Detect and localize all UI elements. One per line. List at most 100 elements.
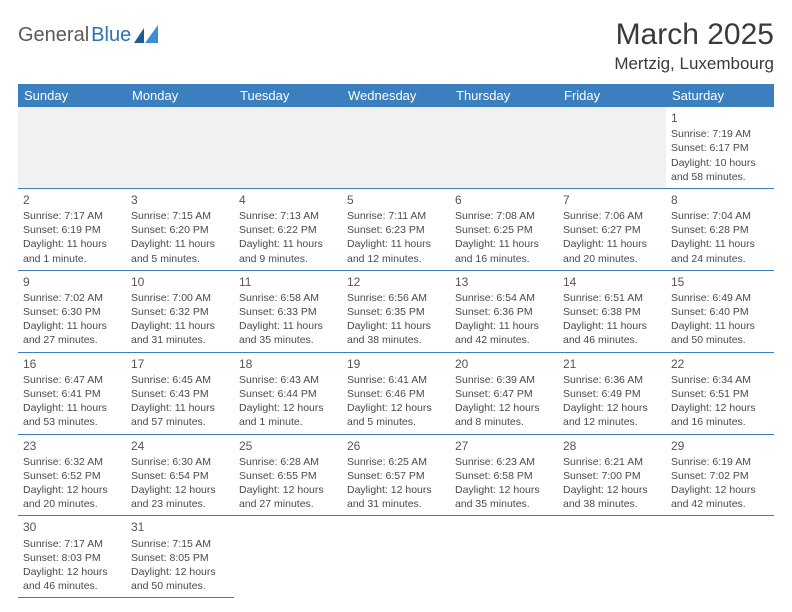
calendar-cell	[342, 516, 450, 598]
sunset-text: Sunset: 8:05 PM	[131, 551, 229, 565]
calendar-body: 1Sunrise: 7:19 AMSunset: 6:17 PM Daylight…	[18, 107, 774, 598]
day-number: 15	[671, 274, 769, 290]
sunrise-text: Sunrise: 6:51 AM	[563, 291, 661, 305]
day-header: Sunday	[18, 84, 126, 107]
calendar-row: 23Sunrise: 6:32 AMSunset: 6:52 PMDayligh…	[18, 434, 774, 516]
day-number: 19	[347, 356, 445, 372]
sunrise-text: Sunrise: 7:00 AM	[131, 291, 229, 305]
sunrise-text: Sunrise: 7:19 AM	[671, 127, 769, 141]
daylight-text: Daylight: 12 hours and 5 minutes.	[347, 401, 445, 429]
sunrise-text: Sunrise: 6:25 AM	[347, 455, 445, 469]
day-number: 7	[563, 192, 661, 208]
day-number: 2	[23, 192, 121, 208]
daylight-text: Daylight: 12 hours and 38 minutes.	[563, 483, 661, 511]
calendar-cell: 13Sunrise: 6:54 AMSunset: 6:36 PMDayligh…	[450, 270, 558, 352]
calendar-cell: 20Sunrise: 6:39 AMSunset: 6:47 PMDayligh…	[450, 352, 558, 434]
calendar-cell: 22Sunrise: 6:34 AMSunset: 6:51 PMDayligh…	[666, 352, 774, 434]
sunset-text: Sunset: 6:28 PM	[671, 223, 769, 237]
calendar-cell: 24Sunrise: 6:30 AMSunset: 6:54 PMDayligh…	[126, 434, 234, 516]
daylight-text: Daylight: 12 hours and 31 minutes.	[347, 483, 445, 511]
calendar-cell: 31Sunrise: 7:15 AMSunset: 8:05 PMDayligh…	[126, 516, 234, 598]
calendar-cell	[450, 516, 558, 598]
calendar-cell: 9Sunrise: 7:02 AMSunset: 6:30 PMDaylight…	[18, 270, 126, 352]
daylight-text: Daylight: 12 hours and 27 minutes.	[239, 483, 337, 511]
calendar-cell: 2Sunrise: 7:17 AMSunset: 6:19 PMDaylight…	[18, 188, 126, 270]
day-number: 29	[671, 438, 769, 454]
sunset-text: Sunset: 6:51 PM	[671, 387, 769, 401]
location-label: Mertzig, Luxembourg	[614, 54, 774, 74]
logo-flag-icon	[134, 25, 160, 43]
calendar-cell: 3Sunrise: 7:15 AMSunset: 6:20 PMDaylight…	[126, 188, 234, 270]
sunrise-text: Sunrise: 6:39 AM	[455, 373, 553, 387]
daylight-text: Daylight: 12 hours and 1 minute.	[239, 401, 337, 429]
calendar-cell	[126, 107, 234, 188]
sunrise-text: Sunrise: 6:32 AM	[23, 455, 121, 469]
sunset-text: Sunset: 6:20 PM	[131, 223, 229, 237]
daylight-text: Daylight: 11 hours and 16 minutes.	[455, 237, 553, 265]
daylight-text: Daylight: 12 hours and 16 minutes.	[671, 401, 769, 429]
calendar-row: 30 Sunrise: 7:17 AMSunset: 8:03 PMDayligh…	[18, 516, 774, 598]
sunset-text: Sunset: 6:36 PM	[455, 305, 553, 319]
month-title: March 2025	[614, 18, 774, 52]
day-number: 1	[671, 110, 769, 126]
day-header: Saturday	[666, 84, 774, 107]
daylight-text: Daylight: 11 hours and 57 minutes.	[131, 401, 229, 429]
sunrise-text: Sunrise: 6:21 AM	[563, 455, 661, 469]
calendar-cell: 28Sunrise: 6:21 AMSunset: 7:00 PMDayligh…	[558, 434, 666, 516]
day-header-row: Sunday Monday Tuesday Wednesday Thursday…	[18, 84, 774, 107]
day-number: 25	[239, 438, 337, 454]
daylight-text: Daylight: 11 hours and 5 minutes.	[131, 237, 229, 265]
day-number: 6	[455, 192, 553, 208]
calendar-cell: 18Sunrise: 6:43 AMSunset: 6:44 PMDayligh…	[234, 352, 342, 434]
calendar-cell: 25Sunrise: 6:28 AMSunset: 6:55 PMDayligh…	[234, 434, 342, 516]
sunset-text: Sunset: 6:19 PM	[23, 223, 121, 237]
day-header: Friday	[558, 84, 666, 107]
calendar-cell: 17Sunrise: 6:45 AMSunset: 6:43 PMDayligh…	[126, 352, 234, 434]
sunrise-text: Sunrise: 7:13 AM	[239, 209, 337, 223]
day-number: 26	[347, 438, 445, 454]
calendar-cell: 11Sunrise: 6:58 AMSunset: 6:33 PMDayligh…	[234, 270, 342, 352]
day-number: 28	[563, 438, 661, 454]
calendar-cell: 5Sunrise: 7:11 AMSunset: 6:23 PMDaylight…	[342, 188, 450, 270]
sunset-text: Sunset: 8:03 PM	[23, 551, 121, 565]
calendar-row: 1Sunrise: 7:19 AMSunset: 6:17 PMDaylight…	[18, 107, 774, 188]
daylight-text: Daylight: 12 hours and 42 minutes.	[671, 483, 769, 511]
sunset-text: Sunset: 6:55 PM	[239, 469, 337, 483]
day-number: 8	[671, 192, 769, 208]
sunrise-text: Sunrise: 7:06 AM	[563, 209, 661, 223]
logo-text-general: General	[18, 24, 89, 47]
calendar-cell: 30 Sunrise: 7:17 AMSunset: 8:03 PMDayligh…	[18, 516, 126, 598]
sunrise-text: Sunrise: 7:15 AM	[131, 537, 229, 551]
day-number: 30	[23, 519, 121, 535]
logo-text-blue: Blue	[91, 24, 131, 47]
sunrise-text: Sunrise: 7:02 AM	[23, 291, 121, 305]
daylight-text: Daylight: 11 hours and 27 minutes.	[23, 319, 121, 347]
sunrise-text: Sunrise: 6:41 AM	[347, 373, 445, 387]
day-number: 24	[131, 438, 229, 454]
sunrise-text: Sunrise: 6:56 AM	[347, 291, 445, 305]
daylight-text: Daylight: 11 hours and 42 minutes.	[455, 319, 553, 347]
calendar-cell: 29Sunrise: 6:19 AMSunset: 7:02 PMDayligh…	[666, 434, 774, 516]
calendar-page: GeneralBlue March 2025 Mertzig, Luxembou…	[0, 0, 792, 598]
daylight-text: Daylight: 12 hours and 23 minutes.	[131, 483, 229, 511]
sunset-text: Sunset: 6:38 PM	[563, 305, 661, 319]
sunset-text: Sunset: 6:44 PM	[239, 387, 337, 401]
day-number: 21	[563, 356, 661, 372]
sunset-text: Sunset: 6:57 PM	[347, 469, 445, 483]
calendar-cell: 12Sunrise: 6:56 AMSunset: 6:35 PMDayligh…	[342, 270, 450, 352]
daylight-text: Daylight: 12 hours and 46 minutes.	[23, 565, 121, 593]
calendar-cell: 1Sunrise: 7:19 AMSunset: 6:17 PMDaylight…	[666, 107, 774, 188]
sunset-text: Sunset: 6:47 PM	[455, 387, 553, 401]
daylight-text: Daylight: 12 hours and 12 minutes.	[563, 401, 661, 429]
daylight-text: Daylight: 11 hours and 46 minutes.	[563, 319, 661, 347]
sunrise-text: Sunrise: 7:15 AM	[131, 209, 229, 223]
calendar-cell: 27Sunrise: 6:23 AMSunset: 6:58 PMDayligh…	[450, 434, 558, 516]
sunrise-text: Sunrise: 6:36 AM	[563, 373, 661, 387]
calendar-cell	[558, 516, 666, 598]
sunset-text: Sunset: 6:17 PM	[671, 141, 769, 155]
day-number: 17	[131, 356, 229, 372]
sunrise-text: Sunrise: 7:17 AM	[23, 537, 121, 551]
day-header: Monday	[126, 84, 234, 107]
calendar-cell: 8Sunrise: 7:04 AMSunset: 6:28 PMDaylight…	[666, 188, 774, 270]
day-number: 3	[131, 192, 229, 208]
